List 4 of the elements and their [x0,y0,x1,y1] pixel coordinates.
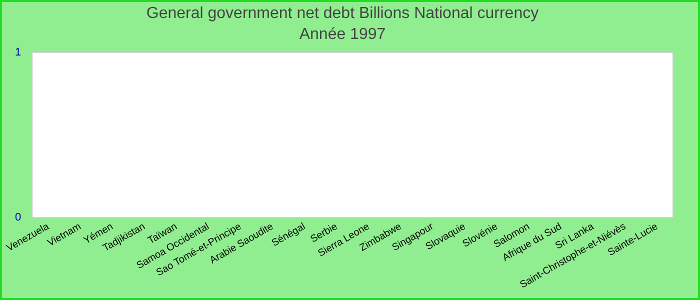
chart-subtitle: Année 1997 [299,26,386,44]
y-tick-label: 0 [14,212,22,224]
chart-title: General government net debt Billions National currency [146,5,539,22]
y-tick-label: 1 [14,46,22,58]
